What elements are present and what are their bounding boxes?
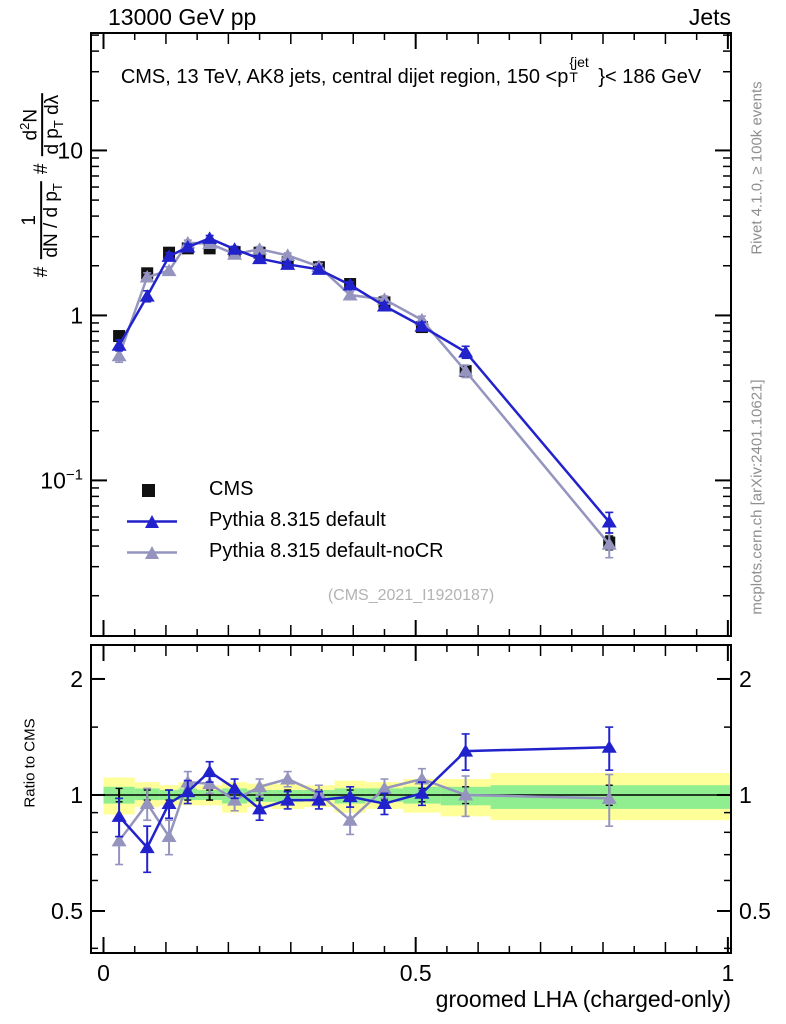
ylabel-frac2-denominator: d pT dλ bbox=[42, 94, 67, 155]
ylabel-fraction-2: d2N d pT dλ bbox=[17, 92, 67, 157]
svg-text:2: 2 bbox=[70, 666, 83, 692]
analysis-id-watermark: (CMS_2021_I1920187) bbox=[327, 587, 495, 604]
tick-labels: 10 1 10−1 2 2 1 1 0.5 0.5 0 0.5 1 bbox=[40, 137, 771, 986]
pythia-default-line-marker-icon bbox=[127, 514, 177, 528]
svg-text:1: 1 bbox=[70, 782, 83, 808]
svg-text:0.5: 0.5 bbox=[51, 898, 83, 924]
process-header: Jets bbox=[688, 4, 731, 30]
svg-text:1: 1 bbox=[70, 302, 83, 328]
legend: CMS Pythia 8.315 default Pythia 8.315 de… bbox=[127, 474, 444, 567]
legend-label-cms: CMS bbox=[209, 478, 254, 500]
mcplots-arxiv-note: mcplots.cern.ch [arXiv:2401.10621] bbox=[748, 379, 766, 615]
svg-text:0.5: 0.5 bbox=[739, 898, 771, 924]
x-axis-ticks bbox=[102, 33, 729, 953]
legend-label-pythia-nocr: Pythia 8.315 default-noCR bbox=[209, 540, 444, 562]
beam-energy-header: 13000 GeV pp bbox=[108, 4, 257, 30]
svg-text:2: 2 bbox=[739, 666, 752, 692]
ylabel-hash-1: # bbox=[30, 266, 52, 278]
legend-item-pythia-nocr: Pythia 8.315 default-noCR bbox=[127, 536, 444, 567]
y-axis-ticks bbox=[91, 34, 731, 950]
svg-text:10: 10 bbox=[57, 137, 83, 163]
rivet-version-note: Rivet 4.1.0, ≥ 100k events bbox=[748, 81, 766, 255]
ylabel-frac2-numerator: d2N bbox=[17, 92, 44, 157]
ylabel-fraction-1: 1 dN / d pT bbox=[19, 181, 65, 260]
ylabel-frac1-denominator: dN / d pT bbox=[40, 183, 65, 258]
pt-jet-stack: {jet T bbox=[568, 54, 598, 85]
pythia-nocr-line-marker-icon bbox=[127, 545, 177, 559]
legend-item-cms: CMS bbox=[127, 474, 444, 505]
series-pythia-default bbox=[111, 231, 617, 534]
svg-text:1: 1 bbox=[721, 960, 734, 986]
main-panel-frame bbox=[90, 32, 732, 637]
y-axis-label: # 1 dN / d pT # d2N d pT dλ bbox=[17, 92, 67, 278]
ylabel-hash-2: # bbox=[30, 163, 52, 175]
svg-text:10−1: 10−1 bbox=[40, 466, 83, 493]
plot-title-subscript: T bbox=[569, 68, 578, 85]
plot-title: CMS, 13 TeV, AK8 jets, central dijet reg… bbox=[91, 54, 731, 89]
legend-label-pythia-default: Pythia 8.315 default bbox=[209, 509, 386, 531]
plot-title-post: }< 186 GeV bbox=[598, 66, 702, 88]
svg-text:1: 1 bbox=[739, 782, 752, 808]
x-axis-label: groomed LHA (charged-only) bbox=[435, 986, 731, 1012]
plot-title-superscript: {jet bbox=[569, 54, 589, 71]
svg-text:0.5: 0.5 bbox=[400, 960, 432, 986]
cms-square-marker-icon bbox=[142, 483, 155, 497]
ratio-panel-frame bbox=[90, 644, 732, 954]
legend-item-pythia-default: Pythia 8.315 default bbox=[127, 505, 444, 536]
ratio-axis-label: Ratio to CMS bbox=[21, 718, 39, 808]
svg-text:0: 0 bbox=[97, 960, 110, 986]
plot-title-pre: CMS, 13 TeV, AK8 jets, central dijet reg… bbox=[120, 66, 569, 88]
ylabel-frac1-numerator: 1 bbox=[19, 181, 42, 260]
ratio-series-pythia-default bbox=[111, 726, 617, 874]
